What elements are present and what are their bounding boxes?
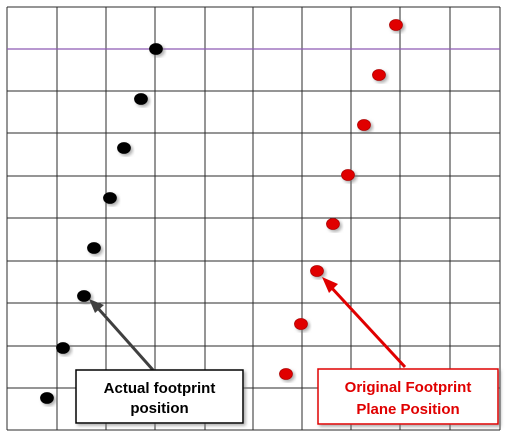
original-footprint-dot bbox=[389, 19, 403, 31]
actual-footprint-dot bbox=[40, 392, 54, 404]
original-footprint-label-line2: Plane Position bbox=[356, 401, 459, 418]
actual-footprint-dot bbox=[134, 93, 148, 105]
original-footprint-dot bbox=[341, 169, 355, 181]
actual-footprint-dot bbox=[103, 192, 117, 204]
original-footprint-dot bbox=[326, 218, 340, 230]
actual-footprint-dot bbox=[149, 43, 163, 55]
original-arrow bbox=[322, 277, 407, 369]
actual-footprint-dot bbox=[87, 242, 101, 254]
original-footprint-dot bbox=[372, 69, 386, 81]
actual-footprint-dot bbox=[117, 142, 131, 154]
original-footprint-dots bbox=[279, 19, 403, 380]
original-footprint-label-line1: Original Footprint bbox=[345, 379, 472, 396]
actual-footprint-dots bbox=[40, 43, 163, 404]
original-footprint-callout: Original Footprint Plane Position bbox=[317, 368, 499, 425]
actual-footprint-label-line1: Actual footprint bbox=[104, 380, 216, 397]
original-footprint-dot bbox=[357, 119, 371, 131]
original-footprint-dot bbox=[279, 368, 293, 380]
original-footprint-dot bbox=[310, 265, 324, 277]
original-footprint-dot bbox=[294, 318, 308, 330]
actual-footprint-label-line2: position bbox=[130, 400, 188, 417]
actual-arrow bbox=[89, 299, 155, 371]
grid bbox=[6, 6, 501, 431]
actual-footprint-dot bbox=[77, 290, 91, 302]
actual-footprint-dot bbox=[56, 342, 70, 354]
actual-footprint-callout: Actual footprint position bbox=[75, 369, 244, 424]
